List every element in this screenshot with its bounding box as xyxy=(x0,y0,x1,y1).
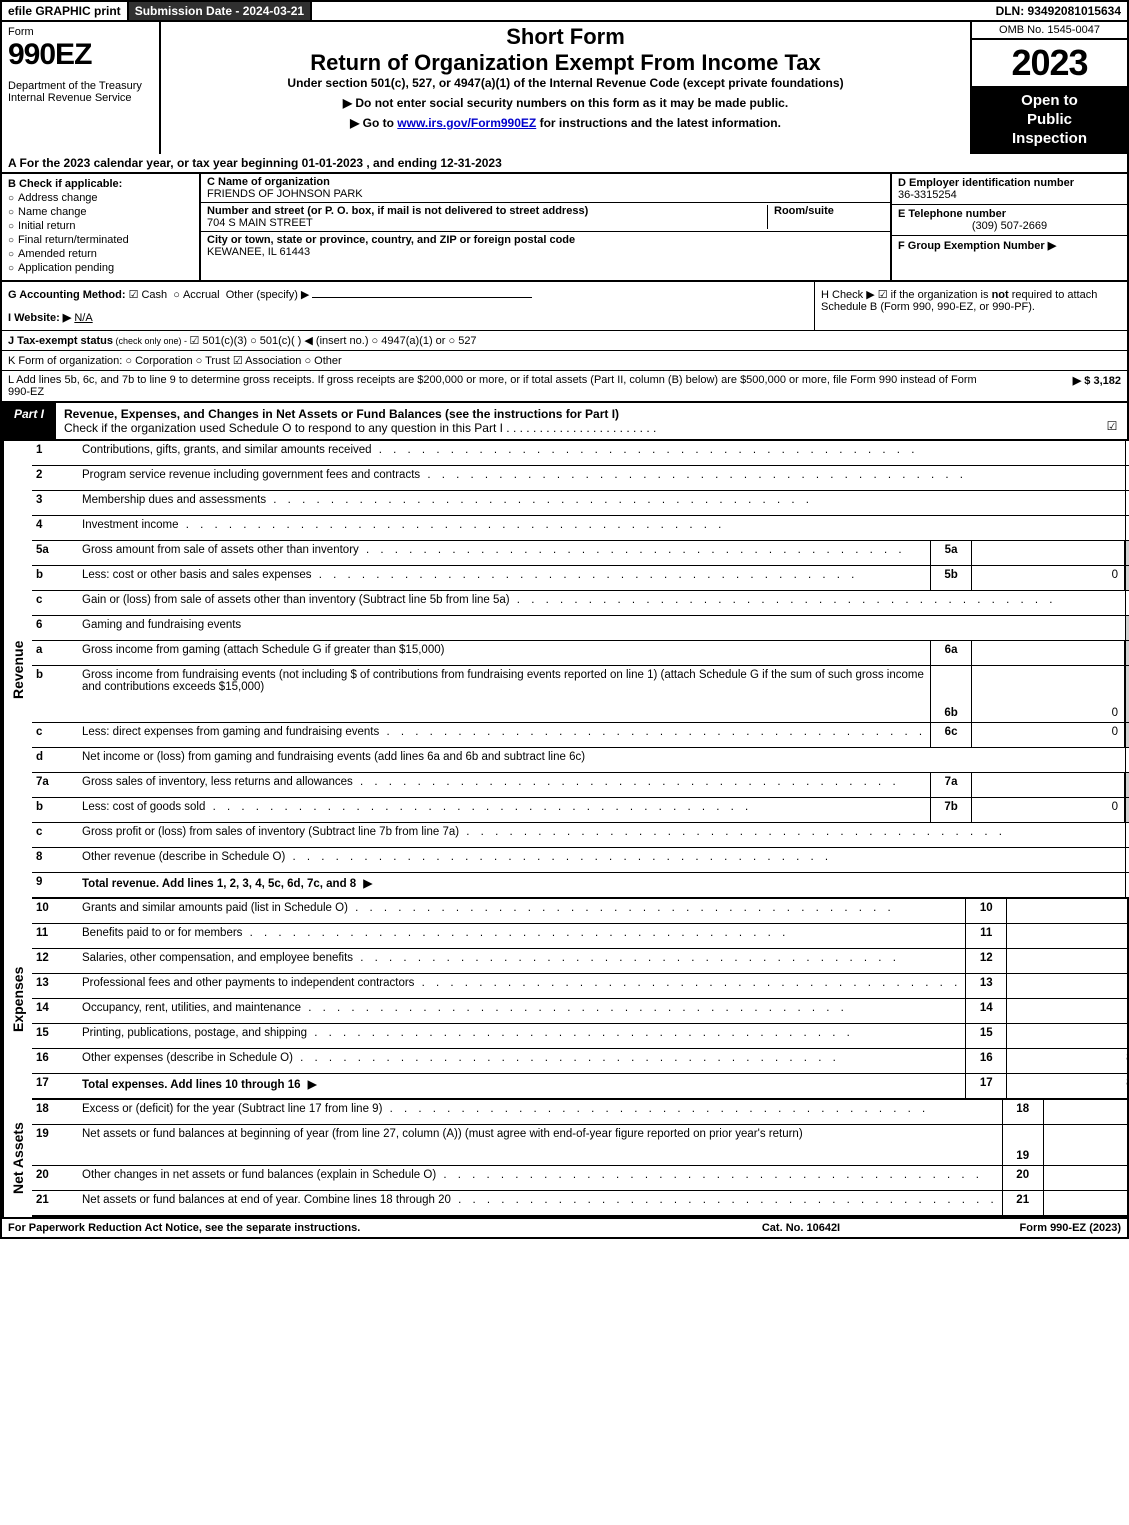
open-to-public-box: Open to Public Inspection xyxy=(972,86,1127,154)
dept-irs: Internal Revenue Service xyxy=(8,92,153,104)
tel-label: E Telephone number xyxy=(898,208,1121,220)
expenses-section: Expenses 10Grants and similar amounts pa… xyxy=(0,899,1129,1100)
form-title: Return of Organization Exempt From Incom… xyxy=(169,50,962,76)
line7b-value: 0 xyxy=(972,798,1125,822)
ein-label: D Employer identification number xyxy=(898,177,1121,189)
line16-value: 825 xyxy=(1006,1049,1129,1073)
chk-name-change[interactable]: Name change xyxy=(8,206,193,218)
row-l: L Add lines 5b, 6c, and 7b to line 9 to … xyxy=(0,371,1129,402)
row-gh: G Accounting Method: Cash Accrual Other … xyxy=(0,282,1129,331)
tax-year: 2023 xyxy=(972,40,1127,86)
g-other[interactable]: Other (specify) ▶ xyxy=(226,289,310,301)
form-label: Form xyxy=(8,26,153,38)
chk-address-change[interactable]: Address change xyxy=(8,192,193,204)
form-number: 990EZ xyxy=(8,38,153,72)
col-h-schedule-b: H Check ▶ ☑ if the organization is not r… xyxy=(814,282,1127,330)
line6c-value: 0 xyxy=(972,723,1125,747)
line17-total-expenses: 825 xyxy=(1006,1074,1129,1098)
g-accrual-check[interactable]: Accrual xyxy=(173,289,219,301)
instr-ssn: ▶ Do not enter social security numbers o… xyxy=(169,96,962,110)
g-cash-check[interactable]: Cash xyxy=(129,289,168,301)
row-k[interactable]: K Form of organization: ○ Corporation ○ … xyxy=(0,351,1129,371)
row-bcd: B Check if applicable: Address change Na… xyxy=(0,174,1129,282)
form-subtitle: Under section 501(c), 527, or 4947(a)(1)… xyxy=(169,76,962,90)
line5b-value: 0 xyxy=(972,566,1125,590)
chk-final-return[interactable]: Final return/terminated xyxy=(8,234,193,246)
header-center: Short Form Return of Organization Exempt… xyxy=(161,22,970,154)
ein-value: 36-3315254 xyxy=(898,189,1121,201)
dept-treasury: Department of the Treasury xyxy=(8,80,153,92)
line19-value: 20,285 xyxy=(1043,1125,1129,1165)
line18-value: 2,357 xyxy=(1043,1100,1129,1124)
j-options[interactable]: ☑ 501(c)(3) ○ 501(c)( ) ◀ (insert no.) ○… xyxy=(189,335,476,347)
form-header: Form 990EZ Department of the Treasury In… xyxy=(0,22,1129,154)
instr-link-row: ▶ Go to www.irs.gov/Form990EZ for instru… xyxy=(169,116,962,130)
chk-application-pending[interactable]: Application pending xyxy=(8,262,193,274)
header-right: OMB No. 1545-0047 2023 Open to Public In… xyxy=(970,22,1127,154)
expenses-side-label: Expenses xyxy=(2,899,32,1100)
city-label: City or town, state or province, country… xyxy=(207,234,884,246)
revenue-section: Revenue 1Contributions, gifts, grants, a… xyxy=(0,441,1129,899)
g-label: G Accounting Method: xyxy=(8,289,126,301)
chk-initial-return[interactable]: Initial return xyxy=(8,220,193,232)
part1-check[interactable]: ☑ xyxy=(1097,403,1127,439)
org-name: FRIENDS OF JOHNSON PARK xyxy=(207,188,884,200)
street-value: 704 S MAIN STREET xyxy=(207,217,767,229)
header-left: Form 990EZ Department of the Treasury In… xyxy=(2,22,161,154)
top-bar: efile GRAPHIC print Submission Date - 20… xyxy=(0,0,1129,22)
group-exemption-label: F Group Exemption Number ▶ xyxy=(898,239,1121,252)
dln-label: DLN: 93492081015634 xyxy=(990,2,1127,20)
chk-amended-return[interactable]: Amended return xyxy=(8,248,193,260)
efile-label[interactable]: efile GRAPHIC print xyxy=(2,2,129,20)
netassets-lines: 18Excess or (deficit) for the year (Subt… xyxy=(32,1100,1129,1217)
row-j: J Tax-exempt status (check only one) - ☑… xyxy=(0,331,1129,351)
part1-title: Revenue, Expenses, and Changes in Net As… xyxy=(56,403,1097,439)
irs-link[interactable]: www.irs.gov/Form990EZ xyxy=(397,116,536,130)
revenue-side-label: Revenue xyxy=(2,441,32,899)
i-website-label: I Website: ▶ xyxy=(8,312,71,324)
col-d-ids: D Employer identification number 36-3315… xyxy=(890,174,1127,280)
expenses-lines: 10Grants and similar amounts paid (list … xyxy=(32,899,1129,1100)
footer-paperwork: For Paperwork Reduction Act Notice, see … xyxy=(8,1222,681,1234)
section-a-tax-year: A For the 2023 calendar year, or tax yea… xyxy=(0,154,1129,174)
row-l-text: L Add lines 5b, 6c, and 7b to line 9 to … xyxy=(8,374,1001,398)
line6b-value: 0 xyxy=(972,666,1125,722)
submission-date-label: Submission Date - 2024-03-21 xyxy=(129,2,312,20)
col-c-org-info: C Name of organization FRIENDS OF JOHNSO… xyxy=(201,174,890,280)
line21-value: 22,642 xyxy=(1043,1191,1129,1215)
omb-number: OMB No. 1545-0047 xyxy=(972,22,1127,40)
footer-form-ref: Form 990-EZ (2023) xyxy=(921,1222,1121,1234)
short-form-label: Short Form xyxy=(169,24,962,50)
footer-catno: Cat. No. 10642I xyxy=(681,1222,921,1234)
revenue-lines: 1Contributions, gifts, grants, and simil… xyxy=(32,441,1129,899)
tel-value: (309) 507-2669 xyxy=(898,220,1121,232)
netassets-section: Net Assets 18Excess or (deficit) for the… xyxy=(0,1100,1129,1219)
city-value: KEWANEE, IL 61443 xyxy=(207,246,884,258)
col-b-checkboxes: B Check if applicable: Address change Na… xyxy=(2,174,201,280)
col-b-label: B Check if applicable: xyxy=(8,178,193,190)
street-label: Number and street (or P. O. box, if mail… xyxy=(207,205,767,217)
i-website-value: N/A xyxy=(74,312,92,324)
room-label: Room/suite xyxy=(774,205,884,217)
page-footer: For Paperwork Reduction Act Notice, see … xyxy=(0,1219,1129,1239)
part1-header: Part I Revenue, Expenses, and Changes in… xyxy=(0,402,1129,441)
part1-tab: Part I xyxy=(2,403,56,439)
row-l-amount: ▶ $ 3,182 xyxy=(1001,374,1121,398)
col-g: G Accounting Method: Cash Accrual Other … xyxy=(2,282,814,330)
netassets-side-label: Net Assets xyxy=(2,1100,32,1217)
org-name-label: C Name of organization xyxy=(207,176,884,188)
